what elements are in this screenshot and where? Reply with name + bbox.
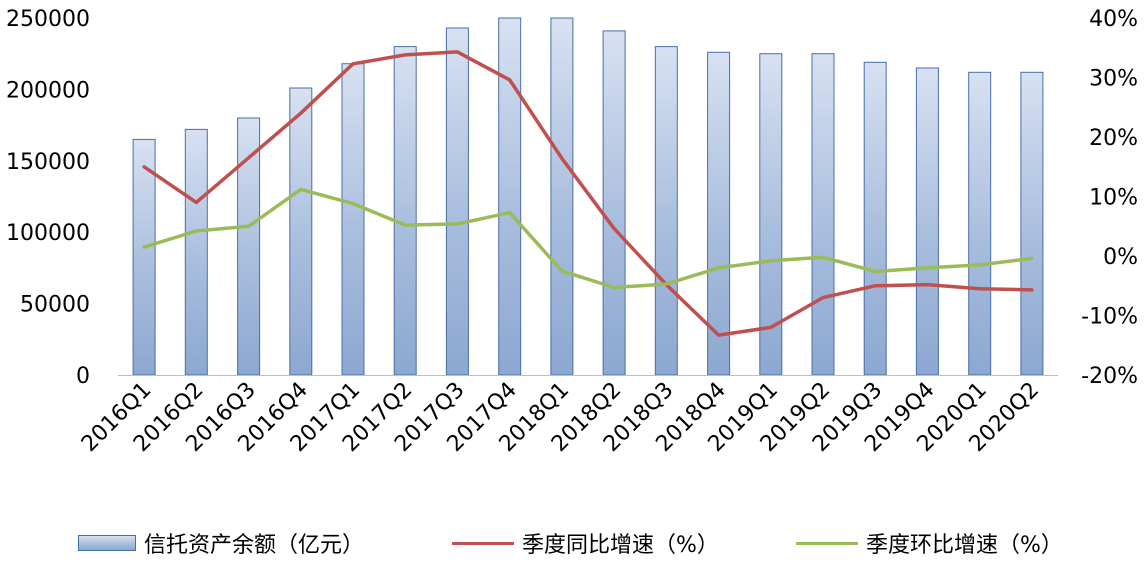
- legend-label-qoq: 季度环比增速（%）: [866, 533, 1063, 558]
- bar-2016Q4: [289, 87, 313, 376]
- legend-item-yoy: 季度同比增速（%）: [452, 528, 719, 558]
- bar-2019Q2: [811, 53, 835, 376]
- y-left-tick-label: 150000: [6, 150, 90, 175]
- y-right-tick-label: 10%: [1089, 186, 1138, 211]
- legend-swatch-qoq: [796, 541, 858, 545]
- y-right-tick-label: -10%: [1081, 305, 1138, 330]
- y-left-tick-label: 200000: [6, 78, 90, 103]
- legend-swatch-yoy: [452, 541, 514, 545]
- bar-2020Q1: [968, 71, 992, 376]
- bar-2020Q2: [1020, 71, 1044, 376]
- y-left-tick-label: 0: [76, 364, 90, 389]
- legend-item-qoq: 季度环比增速（%）: [796, 528, 1063, 558]
- line-yoy-growth: [142, 50, 1034, 337]
- bar-2017Q2: [393, 46, 417, 376]
- legend: 信托资产余额（亿元） 季度同比增速（%） 季度环比增速（%）: [0, 522, 1146, 562]
- legend-item-balance: 信托资产余额（亿元）: [78, 528, 364, 558]
- bar-2018Q3: [654, 46, 678, 376]
- y-right-tick-label: 20%: [1089, 126, 1138, 151]
- y-left-tick-label: 250000: [6, 7, 90, 32]
- y-right-tick-label: 0%: [1103, 245, 1138, 270]
- y-right-tick-label: 30%: [1089, 67, 1138, 92]
- y-right-tick-label: -20%: [1081, 364, 1138, 389]
- y-right-tick-label: 40%: [1089, 7, 1138, 32]
- chart-plot: 0 50000 100000 150000 200000 250000 -20% -10% 0…: [6, 7, 1138, 457]
- legend-label-balance: 信托资产余额（亿元）: [144, 533, 365, 558]
- bar-2016Q1: [132, 138, 156, 376]
- bar-2017Q3: [445, 27, 469, 376]
- bar-2018Q1: [550, 17, 574, 376]
- bar-2017Q1: [341, 63, 365, 376]
- bar-2016Q2: [184, 128, 208, 376]
- line-qoq-growth: [142, 187, 1034, 290]
- legend-swatch-balance: [78, 535, 136, 551]
- bar-2019Q3: [863, 61, 887, 376]
- bar-2017Q4: [498, 17, 522, 376]
- y-left-tick-label: 100000: [6, 221, 90, 246]
- bar-2019Q4: [915, 67, 939, 376]
- y-left-tick-label: 50000: [20, 293, 90, 318]
- legend-label-yoy: 季度同比增速（%）: [522, 533, 719, 558]
- bar-2018Q2: [602, 30, 626, 376]
